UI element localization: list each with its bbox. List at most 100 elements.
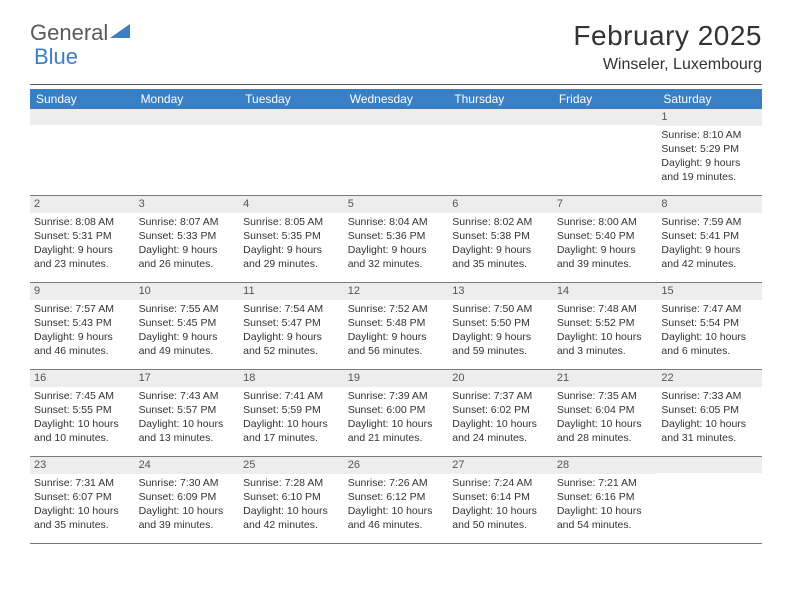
sunset-text: Sunset: 5:40 PM xyxy=(557,229,654,243)
day-header: Saturday xyxy=(657,89,762,109)
sunset-text: Sunset: 6:12 PM xyxy=(348,490,445,504)
day-cell: 27Sunrise: 7:24 AMSunset: 6:14 PMDayligh… xyxy=(448,457,553,543)
day-cell: 5Sunrise: 8:04 AMSunset: 5:36 PMDaylight… xyxy=(344,196,449,282)
day-body: Sunrise: 7:31 AMSunset: 6:07 PMDaylight:… xyxy=(30,474,135,537)
day-cell: 11Sunrise: 7:54 AMSunset: 5:47 PMDayligh… xyxy=(239,283,344,369)
sunrise-text: Sunrise: 7:57 AM xyxy=(34,302,131,316)
day-number: 10 xyxy=(135,283,240,300)
logo-triangle-icon xyxy=(110,22,132,45)
week-row: 23Sunrise: 7:31 AMSunset: 6:07 PMDayligh… xyxy=(30,457,762,544)
title-block: February 2025 Winseler, Luxembourg xyxy=(573,20,762,74)
daylight-text: Daylight: 9 hours and 42 minutes. xyxy=(661,243,758,271)
day-body: Sunrise: 7:59 AMSunset: 5:41 PMDaylight:… xyxy=(657,213,762,276)
day-cell xyxy=(30,109,135,195)
calendar: SundayMondayTuesdayWednesdayThursdayFrid… xyxy=(30,89,762,544)
day-number: 14 xyxy=(553,283,658,300)
day-cell xyxy=(657,457,762,543)
empty-day xyxy=(657,457,762,473)
empty-day xyxy=(344,109,449,125)
logo-text-general: General xyxy=(30,20,108,46)
day-header-row: SundayMondayTuesdayWednesdayThursdayFrid… xyxy=(30,89,762,109)
day-cell: 18Sunrise: 7:41 AMSunset: 5:59 PMDayligh… xyxy=(239,370,344,456)
location: Winseler, Luxembourg xyxy=(573,56,762,74)
day-body: Sunrise: 7:35 AMSunset: 6:04 PMDaylight:… xyxy=(553,387,658,450)
daylight-text: Daylight: 10 hours and 46 minutes. xyxy=(348,504,445,532)
day-cell xyxy=(135,109,240,195)
sunrise-text: Sunrise: 7:26 AM xyxy=(348,476,445,490)
day-number: 11 xyxy=(239,283,344,300)
day-body: Sunrise: 8:07 AMSunset: 5:33 PMDaylight:… xyxy=(135,213,240,276)
logo: General xyxy=(30,20,134,46)
day-number: 20 xyxy=(448,370,553,387)
sunrise-text: Sunrise: 7:39 AM xyxy=(348,389,445,403)
day-header: Sunday xyxy=(30,89,135,109)
day-body: Sunrise: 7:21 AMSunset: 6:16 PMDaylight:… xyxy=(553,474,658,537)
daylight-text: Daylight: 9 hours and 56 minutes. xyxy=(348,330,445,358)
sunrise-text: Sunrise: 8:04 AM xyxy=(348,215,445,229)
sunset-text: Sunset: 5:31 PM xyxy=(34,229,131,243)
day-body: Sunrise: 7:28 AMSunset: 6:10 PMDaylight:… xyxy=(239,474,344,537)
day-body: Sunrise: 8:02 AMSunset: 5:38 PMDaylight:… xyxy=(448,213,553,276)
sunset-text: Sunset: 5:43 PM xyxy=(34,316,131,330)
day-cell: 24Sunrise: 7:30 AMSunset: 6:09 PMDayligh… xyxy=(135,457,240,543)
sunrise-text: Sunrise: 7:31 AM xyxy=(34,476,131,490)
day-body: Sunrise: 7:43 AMSunset: 5:57 PMDaylight:… xyxy=(135,387,240,450)
empty-day xyxy=(135,109,240,125)
sunrise-text: Sunrise: 8:00 AM xyxy=(557,215,654,229)
day-header: Monday xyxy=(135,89,240,109)
daylight-text: Daylight: 9 hours and 59 minutes. xyxy=(452,330,549,358)
day-number: 26 xyxy=(344,457,449,474)
day-cell xyxy=(448,109,553,195)
daylight-text: Daylight: 9 hours and 46 minutes. xyxy=(34,330,131,358)
sunset-text: Sunset: 6:02 PM xyxy=(452,403,549,417)
day-header: Friday xyxy=(553,89,658,109)
day-cell: 17Sunrise: 7:43 AMSunset: 5:57 PMDayligh… xyxy=(135,370,240,456)
day-body: Sunrise: 7:55 AMSunset: 5:45 PMDaylight:… xyxy=(135,300,240,363)
day-number: 9 xyxy=(30,283,135,300)
sunset-text: Sunset: 5:55 PM xyxy=(34,403,131,417)
sunset-text: Sunset: 5:36 PM xyxy=(348,229,445,243)
logo-blue-text: Blue xyxy=(34,44,78,70)
empty-day xyxy=(30,109,135,125)
day-cell: 20Sunrise: 7:37 AMSunset: 6:02 PMDayligh… xyxy=(448,370,553,456)
sunset-text: Sunset: 6:14 PM xyxy=(452,490,549,504)
day-number: 18 xyxy=(239,370,344,387)
sunset-text: Sunset: 6:16 PM xyxy=(557,490,654,504)
day-body: Sunrise: 8:08 AMSunset: 5:31 PMDaylight:… xyxy=(30,213,135,276)
day-number: 23 xyxy=(30,457,135,474)
sunrise-text: Sunrise: 7:21 AM xyxy=(557,476,654,490)
sunset-text: Sunset: 5:50 PM xyxy=(452,316,549,330)
day-number: 16 xyxy=(30,370,135,387)
empty-day xyxy=(239,109,344,125)
sunset-text: Sunset: 5:59 PM xyxy=(243,403,340,417)
day-number: 21 xyxy=(553,370,658,387)
day-body: Sunrise: 8:00 AMSunset: 5:40 PMDaylight:… xyxy=(553,213,658,276)
day-cell: 2Sunrise: 8:08 AMSunset: 5:31 PMDaylight… xyxy=(30,196,135,282)
daylight-text: Daylight: 10 hours and 3 minutes. xyxy=(557,330,654,358)
day-cell: 3Sunrise: 8:07 AMSunset: 5:33 PMDaylight… xyxy=(135,196,240,282)
day-cell: 22Sunrise: 7:33 AMSunset: 6:05 PMDayligh… xyxy=(657,370,762,456)
day-cell: 12Sunrise: 7:52 AMSunset: 5:48 PMDayligh… xyxy=(344,283,449,369)
day-body: Sunrise: 8:10 AMSunset: 5:29 PMDaylight:… xyxy=(657,126,762,189)
daylight-text: Daylight: 9 hours and 26 minutes. xyxy=(139,243,236,271)
daylight-text: Daylight: 9 hours and 52 minutes. xyxy=(243,330,340,358)
sunrise-text: Sunrise: 7:45 AM xyxy=(34,389,131,403)
day-number: 27 xyxy=(448,457,553,474)
sunset-text: Sunset: 6:09 PM xyxy=(139,490,236,504)
daylight-text: Daylight: 10 hours and 28 minutes. xyxy=(557,417,654,445)
sunrise-text: Sunrise: 7:41 AM xyxy=(243,389,340,403)
day-number: 7 xyxy=(553,196,658,213)
day-cell xyxy=(553,109,658,195)
day-cell: 4Sunrise: 8:05 AMSunset: 5:35 PMDaylight… xyxy=(239,196,344,282)
sunrise-text: Sunrise: 7:37 AM xyxy=(452,389,549,403)
day-number: 15 xyxy=(657,283,762,300)
day-cell: 15Sunrise: 7:47 AMSunset: 5:54 PMDayligh… xyxy=(657,283,762,369)
day-cell xyxy=(344,109,449,195)
header-divider xyxy=(30,84,762,85)
sunrise-text: Sunrise: 8:07 AM xyxy=(139,215,236,229)
sunrise-text: Sunrise: 7:30 AM xyxy=(139,476,236,490)
weeks-container: 1Sunrise: 8:10 AMSunset: 5:29 PMDaylight… xyxy=(30,109,762,544)
day-body: Sunrise: 7:37 AMSunset: 6:02 PMDaylight:… xyxy=(448,387,553,450)
sunset-text: Sunset: 5:35 PM xyxy=(243,229,340,243)
sunset-text: Sunset: 6:04 PM xyxy=(557,403,654,417)
